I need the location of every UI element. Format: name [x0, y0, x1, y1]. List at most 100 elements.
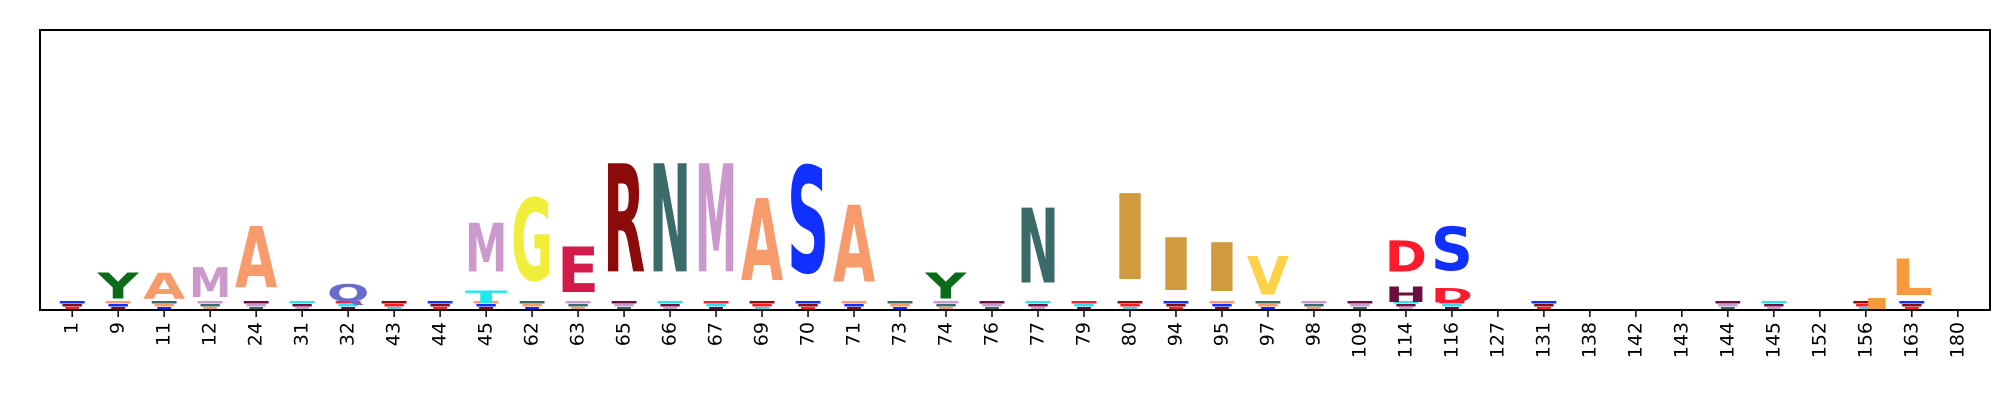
- noise-mark: [1347, 301, 1373, 304]
- noise-mark: [1261, 307, 1275, 310]
- logo-letter: A: [833, 184, 875, 307]
- noise-mark: [338, 304, 358, 307]
- noise-mark: [706, 304, 726, 307]
- x-tick-label: 109: [1348, 322, 1370, 358]
- noise-mark: [1442, 304, 1462, 307]
- noise-mark: [985, 307, 999, 310]
- noise-mark: [1853, 301, 1879, 304]
- noise-mark: [295, 307, 310, 310]
- noise-mark: [243, 301, 269, 304]
- noise-mark: [430, 304, 450, 307]
- x-tick-label: 77: [1026, 322, 1048, 346]
- logo-letter: A: [143, 265, 186, 307]
- noise-mark: [1304, 304, 1324, 307]
- x-tick-label: 71: [843, 322, 865, 346]
- background-noise-marks: [59, 298, 1925, 310]
- noise-mark: [565, 301, 591, 304]
- noise-mark: [936, 304, 956, 307]
- x-tick-label: 43: [383, 322, 405, 346]
- x-tick-label: 62: [521, 322, 543, 346]
- noise-mark: [657, 301, 683, 304]
- noise-mark: [1028, 304, 1048, 307]
- noise-mark: [1531, 301, 1557, 304]
- noise-mark: [1904, 307, 1919, 310]
- noise-mark: [844, 304, 864, 307]
- x-tick-label: 138: [1578, 322, 1600, 358]
- noise-mark: [433, 307, 448, 310]
- x-tick-label: 67: [705, 322, 727, 346]
- x-tick-label: 9: [107, 322, 129, 334]
- noise-mark: [203, 307, 218, 310]
- noise-mark: [1255, 301, 1281, 304]
- noise-mark: [1715, 301, 1741, 304]
- x-axis: 1 9 11 12 24 31 32 43 44 45 62 63 65 66 67 69 70 71 73 74 76…: [61, 310, 1968, 358]
- noise-mark: [200, 304, 220, 307]
- noise-mark: [108, 304, 128, 307]
- logo-letter: M: [189, 259, 231, 307]
- noise-mark: [795, 301, 821, 304]
- x-tick-label: 142: [1624, 322, 1646, 358]
- x-tick-label: 66: [659, 322, 681, 346]
- noise-mark: [476, 304, 496, 307]
- noise-mark: [62, 304, 82, 307]
- x-tick-label: 70: [797, 322, 819, 346]
- noise-mark: [1761, 301, 1787, 304]
- noise-mark: [571, 307, 585, 310]
- noise-mark: [246, 304, 266, 307]
- x-tick-label: 65: [613, 322, 635, 346]
- x-tick-label: 143: [1670, 322, 1692, 358]
- noise-mark: [1439, 301, 1465, 304]
- x-tick-label: 32: [337, 322, 359, 346]
- logo-letter: D: [1431, 285, 1473, 307]
- noise-mark: [1399, 307, 1413, 310]
- noise-mark: [427, 301, 453, 304]
- noise-mark: [1071, 301, 1097, 304]
- x-tick-label: 79: [1072, 322, 1094, 346]
- noise-mark: [979, 301, 1005, 304]
- x-tick-label: 45: [475, 322, 497, 346]
- noise-mark: [1169, 307, 1183, 310]
- noise-mark: [387, 307, 402, 310]
- noise-mark: [890, 304, 910, 307]
- noise-mark: [611, 301, 637, 304]
- noise-mark: [939, 307, 953, 310]
- x-tick-label: 73: [889, 322, 911, 346]
- noise-mark: [847, 307, 861, 310]
- noise-mark: [617, 307, 631, 310]
- logo-letter: I: [1109, 171, 1151, 307]
- noise-mark: [1074, 304, 1094, 307]
- noise-mark: [1258, 304, 1278, 307]
- noise-mark: [1031, 307, 1045, 310]
- noise-mark: [1720, 307, 1735, 310]
- logo-letter: I: [1201, 229, 1243, 307]
- noise-mark: [65, 307, 80, 310]
- noise-mark: [1868, 298, 1886, 309]
- noise-mark: [1025, 301, 1051, 304]
- noise-mark: [1858, 307, 1873, 310]
- noise-mark: [568, 304, 588, 307]
- logo-letter: Y: [96, 266, 139, 308]
- noise-mark: [519, 301, 545, 304]
- noise-mark: [289, 301, 315, 304]
- logo-letter: Y: [924, 266, 967, 308]
- noise-mark: [381, 301, 407, 304]
- x-tick-label: 31: [291, 322, 313, 346]
- noise-mark: [154, 304, 174, 307]
- x-tick-label: 97: [1256, 322, 1278, 346]
- logo-letter: A: [741, 176, 783, 307]
- logo-letter: M: [695, 134, 737, 307]
- noise-mark: [59, 301, 85, 304]
- noise-mark: [1718, 304, 1738, 307]
- x-tick-label: 152: [1808, 322, 1830, 358]
- logo-letter: Q: [327, 280, 369, 308]
- noise-mark: [1396, 304, 1416, 307]
- noise-mark: [1166, 304, 1186, 307]
- x-tick-label: 144: [1716, 322, 1738, 358]
- noise-mark: [522, 304, 542, 307]
- plot-frame: [39, 29, 1991, 311]
- noise-mark: [1212, 304, 1232, 307]
- noise-mark: [703, 301, 729, 304]
- noise-mark: [663, 307, 677, 310]
